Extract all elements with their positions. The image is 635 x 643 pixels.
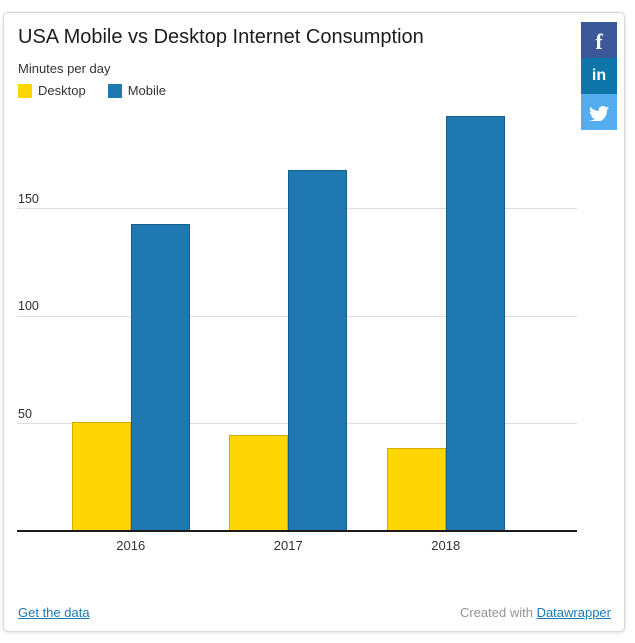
y-axis-label-100: 100 xyxy=(18,299,39,314)
share-twitter-button[interactable] xyxy=(581,94,617,130)
x-axis-label-2016: 2016 xyxy=(116,538,146,553)
legend-swatch-mobile-icon xyxy=(107,83,122,98)
y-axis-label-150: 150 xyxy=(18,191,39,206)
y-axis-label-50: 50 xyxy=(18,406,32,421)
bar-mobile-2017[interactable] xyxy=(288,170,348,532)
bar-mobile-2016[interactable] xyxy=(130,224,190,532)
chart-subtitle: Minutes per day xyxy=(18,61,111,76)
bar-desktop-2016[interactable] xyxy=(71,422,131,532)
get-data-link[interactable]: Get the data xyxy=(18,605,90,620)
datawrapper-link[interactable]: Datawrapper xyxy=(536,605,611,620)
chart-title: USA Mobile vs Desktop Internet Consumpti… xyxy=(18,26,424,48)
bar-desktop-2018[interactable] xyxy=(386,448,446,532)
twitter-icon xyxy=(589,105,609,121)
x-axis-line xyxy=(17,530,577,532)
credit: Created with Datawrapper xyxy=(460,605,611,620)
chart-card: USA Mobile vs Desktop Internet Consumpti… xyxy=(3,12,625,632)
x-axis-label-2018: 2018 xyxy=(431,538,461,553)
footer: Get the data Created with Datawrapper xyxy=(18,605,611,620)
share-facebook-button[interactable]: f xyxy=(581,22,617,58)
legend-label: Desktop xyxy=(38,83,86,98)
linkedin-icon: in xyxy=(591,67,607,84)
facebook-icon: f xyxy=(595,29,603,54)
legend: Desktop Mobile xyxy=(18,83,166,98)
x-axis-label-2017: 2017 xyxy=(273,538,303,553)
bar-chart: 50 100 150 2016 2017 2018 xyxy=(17,110,577,553)
legend-item-desktop: Desktop xyxy=(18,83,86,98)
credit-text: Created with xyxy=(459,605,537,620)
legend-item-mobile: Mobile xyxy=(107,83,166,98)
legend-label: Mobile xyxy=(127,83,166,98)
bar-desktop-2017[interactable] xyxy=(229,435,289,532)
share-buttons: f in xyxy=(581,22,617,130)
legend-swatch-desktop-icon xyxy=(18,83,32,98)
share-linkedin-button[interactable]: in xyxy=(581,58,617,94)
bar-mobile-2018[interactable] xyxy=(445,116,505,532)
